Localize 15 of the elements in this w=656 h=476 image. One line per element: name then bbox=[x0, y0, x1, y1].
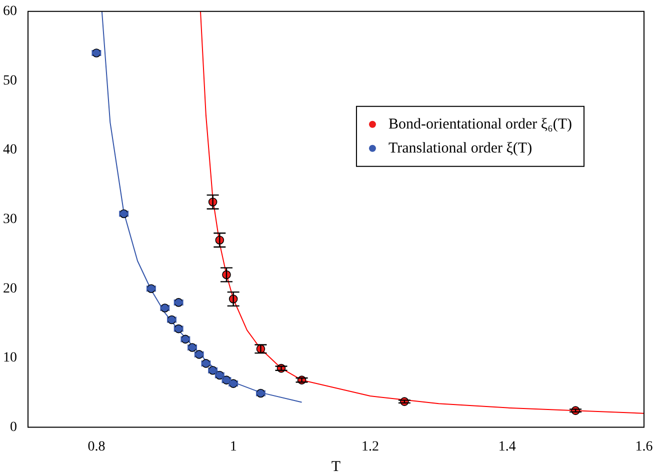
x-tick-label: 1.2 bbox=[361, 439, 379, 454]
x-tick-label: 1.4 bbox=[498, 439, 516, 454]
y-tick-label: 10 bbox=[3, 350, 17, 366]
y-tick-label: 30 bbox=[3, 212, 17, 227]
x-tick-label: 1.6 bbox=[635, 439, 653, 454]
x-tick-label: 0.8 bbox=[88, 439, 106, 454]
y-tick-label: 20 bbox=[3, 281, 17, 296]
legend-label: Bond-orientational order ξ₆(T) bbox=[388, 116, 572, 132]
y-tick-label: 50 bbox=[3, 73, 17, 88]
x-axis-title: T bbox=[331, 458, 341, 475]
y-tick-label: 40 bbox=[3, 142, 17, 158]
x-tick-label: 1 bbox=[230, 439, 237, 454]
y-tick-label: 0 bbox=[10, 420, 17, 435]
y-tick-label: 60 bbox=[3, 4, 17, 20]
legend-label: Translational order ξ(T) bbox=[388, 140, 532, 156]
